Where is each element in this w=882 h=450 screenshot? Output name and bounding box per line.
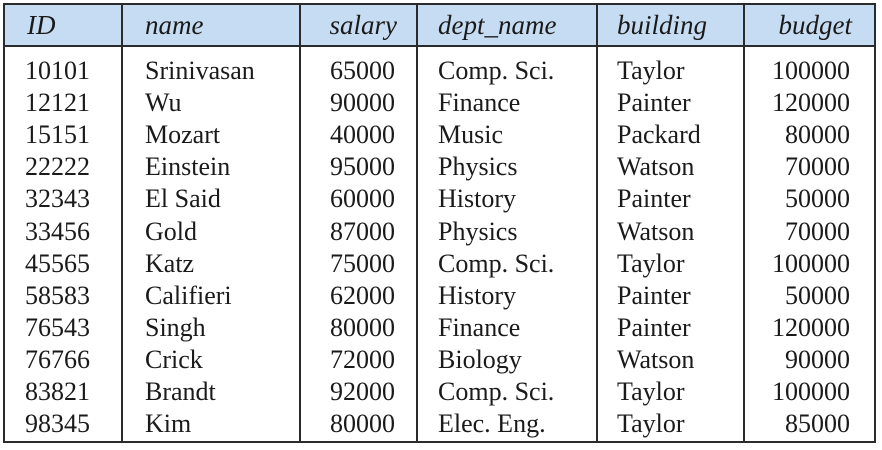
cell-dept-name: Physics <box>438 216 518 246</box>
cell-name: Califieri <box>145 280 232 310</box>
cell-building: Painter <box>617 88 691 118</box>
cell-budget: 100000 <box>772 248 850 278</box>
cell-name: Crick <box>145 344 203 374</box>
cell-salary: 40000 <box>330 120 395 150</box>
column-header-salary: salary <box>329 10 398 40</box>
column-divider <box>596 5 598 441</box>
cell-salary: 65000 <box>330 56 395 85</box>
cell-id: 10101 <box>25 56 90 85</box>
cell-building: Taylor <box>617 56 685 85</box>
column-divider <box>299 5 301 441</box>
cell-name: Singh <box>145 312 206 342</box>
cell-salary: 80000 <box>330 312 395 342</box>
cell-name: Brandt <box>145 377 216 406</box>
cell-dept-name: Finance <box>438 88 521 118</box>
cell-name: Wu <box>145 88 182 118</box>
cell-budget: 100000 <box>772 56 850 85</box>
cell-name: Kim <box>145 409 192 439</box>
cell-dept-name: Comp. Sci. <box>438 377 555 406</box>
cell-building: Painter <box>617 312 691 342</box>
cell-id: 58583 <box>25 280 90 310</box>
column-header-id: ID <box>27 10 56 40</box>
cell-building: Taylor <box>617 409 685 439</box>
cell-budget: 70000 <box>785 216 850 246</box>
cell-id: 15151 <box>25 120 90 150</box>
cell-id: 76543 <box>25 312 90 342</box>
cell-building: Watson <box>617 152 695 182</box>
instructor-department-table: ID name salary dept_name building budget 1010… <box>3 3 876 443</box>
column-divider <box>743 5 745 441</box>
cell-budget: 120000 <box>772 312 850 342</box>
cell-budget: 50000 <box>785 184 850 214</box>
cell-dept-name: Elec. Eng. <box>438 409 546 439</box>
cell-budget: 90000 <box>785 344 850 374</box>
cell-budget: 100000 <box>772 377 850 406</box>
cell-name: Mozart <box>145 120 221 150</box>
cell-building: Painter <box>617 184 691 214</box>
cell-name: Katz <box>145 248 195 278</box>
column-header-name: name <box>145 10 204 40</box>
column-header-dept-name: dept_name <box>438 10 557 40</box>
cell-dept-name: History <box>438 280 516 310</box>
cell-salary: 62000 <box>330 280 395 310</box>
cell-dept-name: Finance <box>438 312 521 342</box>
cell-salary: 90000 <box>330 88 395 118</box>
cell-building: Painter <box>617 280 691 310</box>
cell-dept-name: Music <box>438 120 503 150</box>
cell-dept-name: Biology <box>438 344 522 374</box>
cell-building: Taylor <box>617 377 685 406</box>
cell-building: Watson <box>617 344 695 374</box>
cell-dept-name: History <box>438 184 516 214</box>
cell-building: Watson <box>617 216 695 246</box>
cell-id: 22222 <box>25 152 90 182</box>
cell-building: Taylor <box>617 248 685 278</box>
cell-budget: 85000 <box>785 409 850 439</box>
cell-name: Einstein <box>145 152 231 182</box>
cell-budget: 50000 <box>785 280 850 310</box>
column-header-budget: budget <box>778 10 853 40</box>
cell-id: 45565 <box>25 248 90 278</box>
cell-budget: 80000 <box>785 120 850 150</box>
cell-building: Packard <box>617 120 701 150</box>
cell-id: 33456 <box>25 216 90 246</box>
cell-dept-name: Comp. Sci. <box>438 56 555 85</box>
cell-dept-name: Physics <box>438 152 518 182</box>
cell-dept-name: Comp. Sci. <box>438 248 555 278</box>
cell-id: 98345 <box>25 409 90 439</box>
cell-budget: 120000 <box>772 88 850 118</box>
cell-id: 12121 <box>25 88 90 118</box>
cell-salary: 87000 <box>330 216 395 246</box>
cell-name: El Said <box>145 184 221 214</box>
cell-id: 83821 <box>25 377 90 406</box>
cell-salary: 80000 <box>330 409 395 439</box>
cell-salary: 60000 <box>330 184 395 214</box>
column-header-building: building <box>617 10 708 40</box>
cell-salary: 75000 <box>330 248 395 278</box>
cell-salary: 95000 <box>330 152 395 182</box>
column-divider <box>416 5 418 441</box>
cell-name: Srinivasan <box>145 56 255 85</box>
cell-salary: 92000 <box>330 377 395 406</box>
cell-id: 76766 <box>25 344 90 374</box>
cell-name: Gold <box>145 216 197 246</box>
column-divider <box>121 5 123 441</box>
cell-budget: 70000 <box>785 152 850 182</box>
cell-salary: 72000 <box>330 344 395 374</box>
cell-id: 32343 <box>25 184 90 214</box>
table-header: ID name salary dept_name building budget <box>5 5 874 47</box>
